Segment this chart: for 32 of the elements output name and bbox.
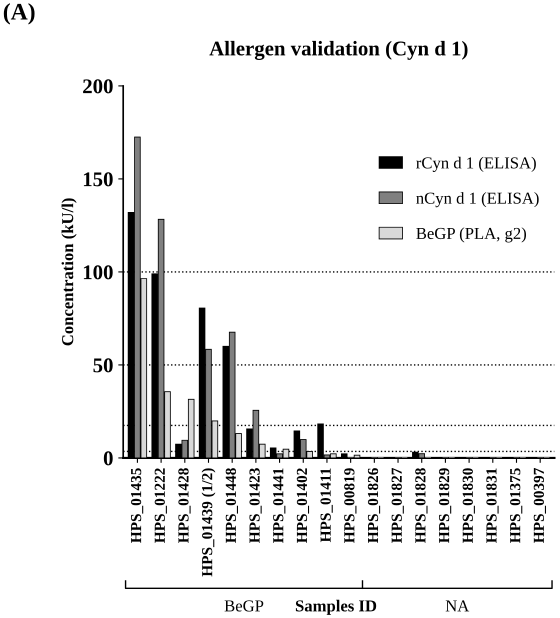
- x-tick-label: HPS_01831: [486, 468, 499, 543]
- x-tick-label: HPS_01423: [249, 468, 262, 543]
- text: NA: [446, 600, 470, 612]
- x-tick-label: HPS_01828: [415, 468, 428, 543]
- y-tick-label: 50: [93, 358, 113, 372]
- x-tick-label: HPS_01439 (1/2): [202, 468, 216, 576]
- x-axis-title: Samples ID: [296, 600, 376, 615]
- x-tick-label: HPS_01435: [130, 468, 144, 543]
- legend-label: nCyn d 1 (ELISA): [416, 192, 539, 208]
- x-tick-label: HPS_01428: [178, 468, 191, 543]
- y-tick-label: 200: [83, 79, 113, 94]
- x-tick-label: HPS_01830: [462, 468, 475, 543]
- x-tick-label: HPS_01375: [510, 468, 522, 543]
- y-tick-label: 100: [84, 265, 113, 280]
- y-tick-label: 0: [104, 451, 113, 466]
- legend-label: rCyn d 1 (ELISA): [416, 156, 536, 172]
- x-tick-label: HPS_01448: [226, 468, 238, 543]
- chart-title: Allergen validation (Cyn d 1): [209, 40, 468, 60]
- x-tick-label: HPS_01222: [154, 468, 167, 543]
- y-axis-title: Concentration (kU/l): [62, 198, 77, 346]
- text: BeGP: [224, 600, 264, 612]
- x-tick-label: HPS_00819: [344, 468, 356, 543]
- x-tick-label: HPS_01402: [296, 468, 310, 543]
- x-tick-label: HPS_01827: [392, 468, 404, 543]
- x-tick-label: HPS_01826: [368, 468, 380, 543]
- x-tick-label: HPS_00397: [534, 468, 546, 543]
- x-tick-label: HPS_01411: [320, 468, 333, 542]
- y-tick-label: 150: [84, 172, 113, 186]
- x-tick-label: HPS_01829: [438, 468, 452, 543]
- text: (A): [4, 3, 35, 24]
- x-tick-label: HPS_01441: [273, 468, 286, 543]
- legend-label: BeGP (PLA, g2): [416, 227, 526, 242]
